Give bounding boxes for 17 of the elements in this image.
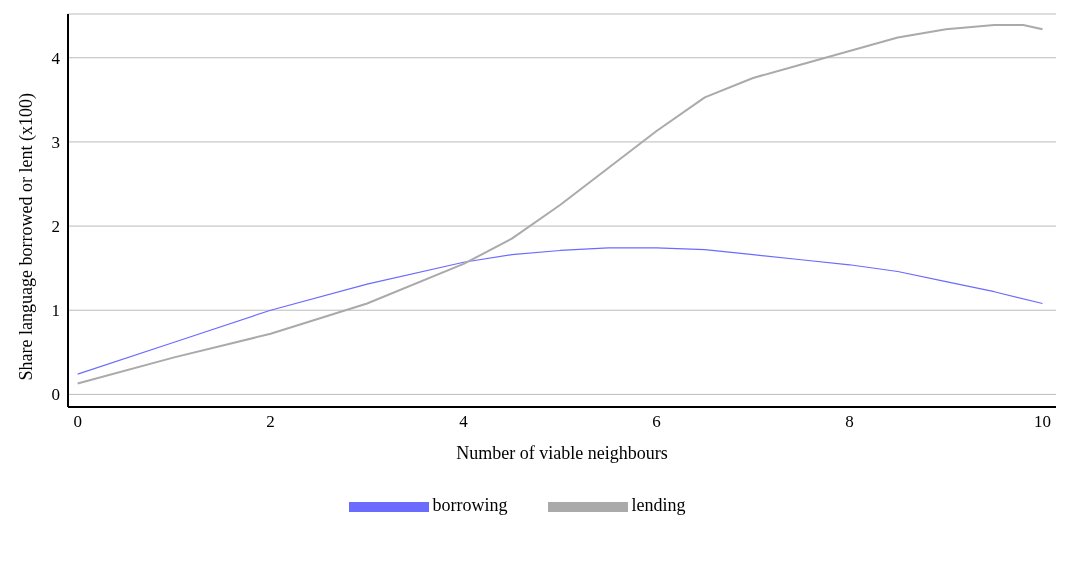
y-tick-label: 1 <box>51 301 60 321</box>
x-tick-label: 10 <box>1033 412 1051 432</box>
x-tick-label: 0 <box>73 412 82 432</box>
x-tick-label: 8 <box>845 412 854 432</box>
line-series <box>76 23 1044 385</box>
y-tick-label: 3 <box>51 132 60 152</box>
y-tick-label: 0 <box>51 385 60 405</box>
x-tick-label: 4 <box>459 412 469 432</box>
legend-label: lending <box>631 495 686 516</box>
y-tick-label: 2 <box>51 217 60 237</box>
x-axis-title: Number of viable neighbours <box>456 443 668 463</box>
line-series <box>77 247 1044 375</box>
legend-label: borrowing <box>432 495 508 516</box>
y-axis-title: Share language borrowed or lent (x100) <box>16 93 38 381</box>
x-tick-label: 6 <box>652 412 661 432</box>
x-tick-label: 2 <box>266 412 275 432</box>
y-tick-label: 4 <box>51 48 61 68</box>
